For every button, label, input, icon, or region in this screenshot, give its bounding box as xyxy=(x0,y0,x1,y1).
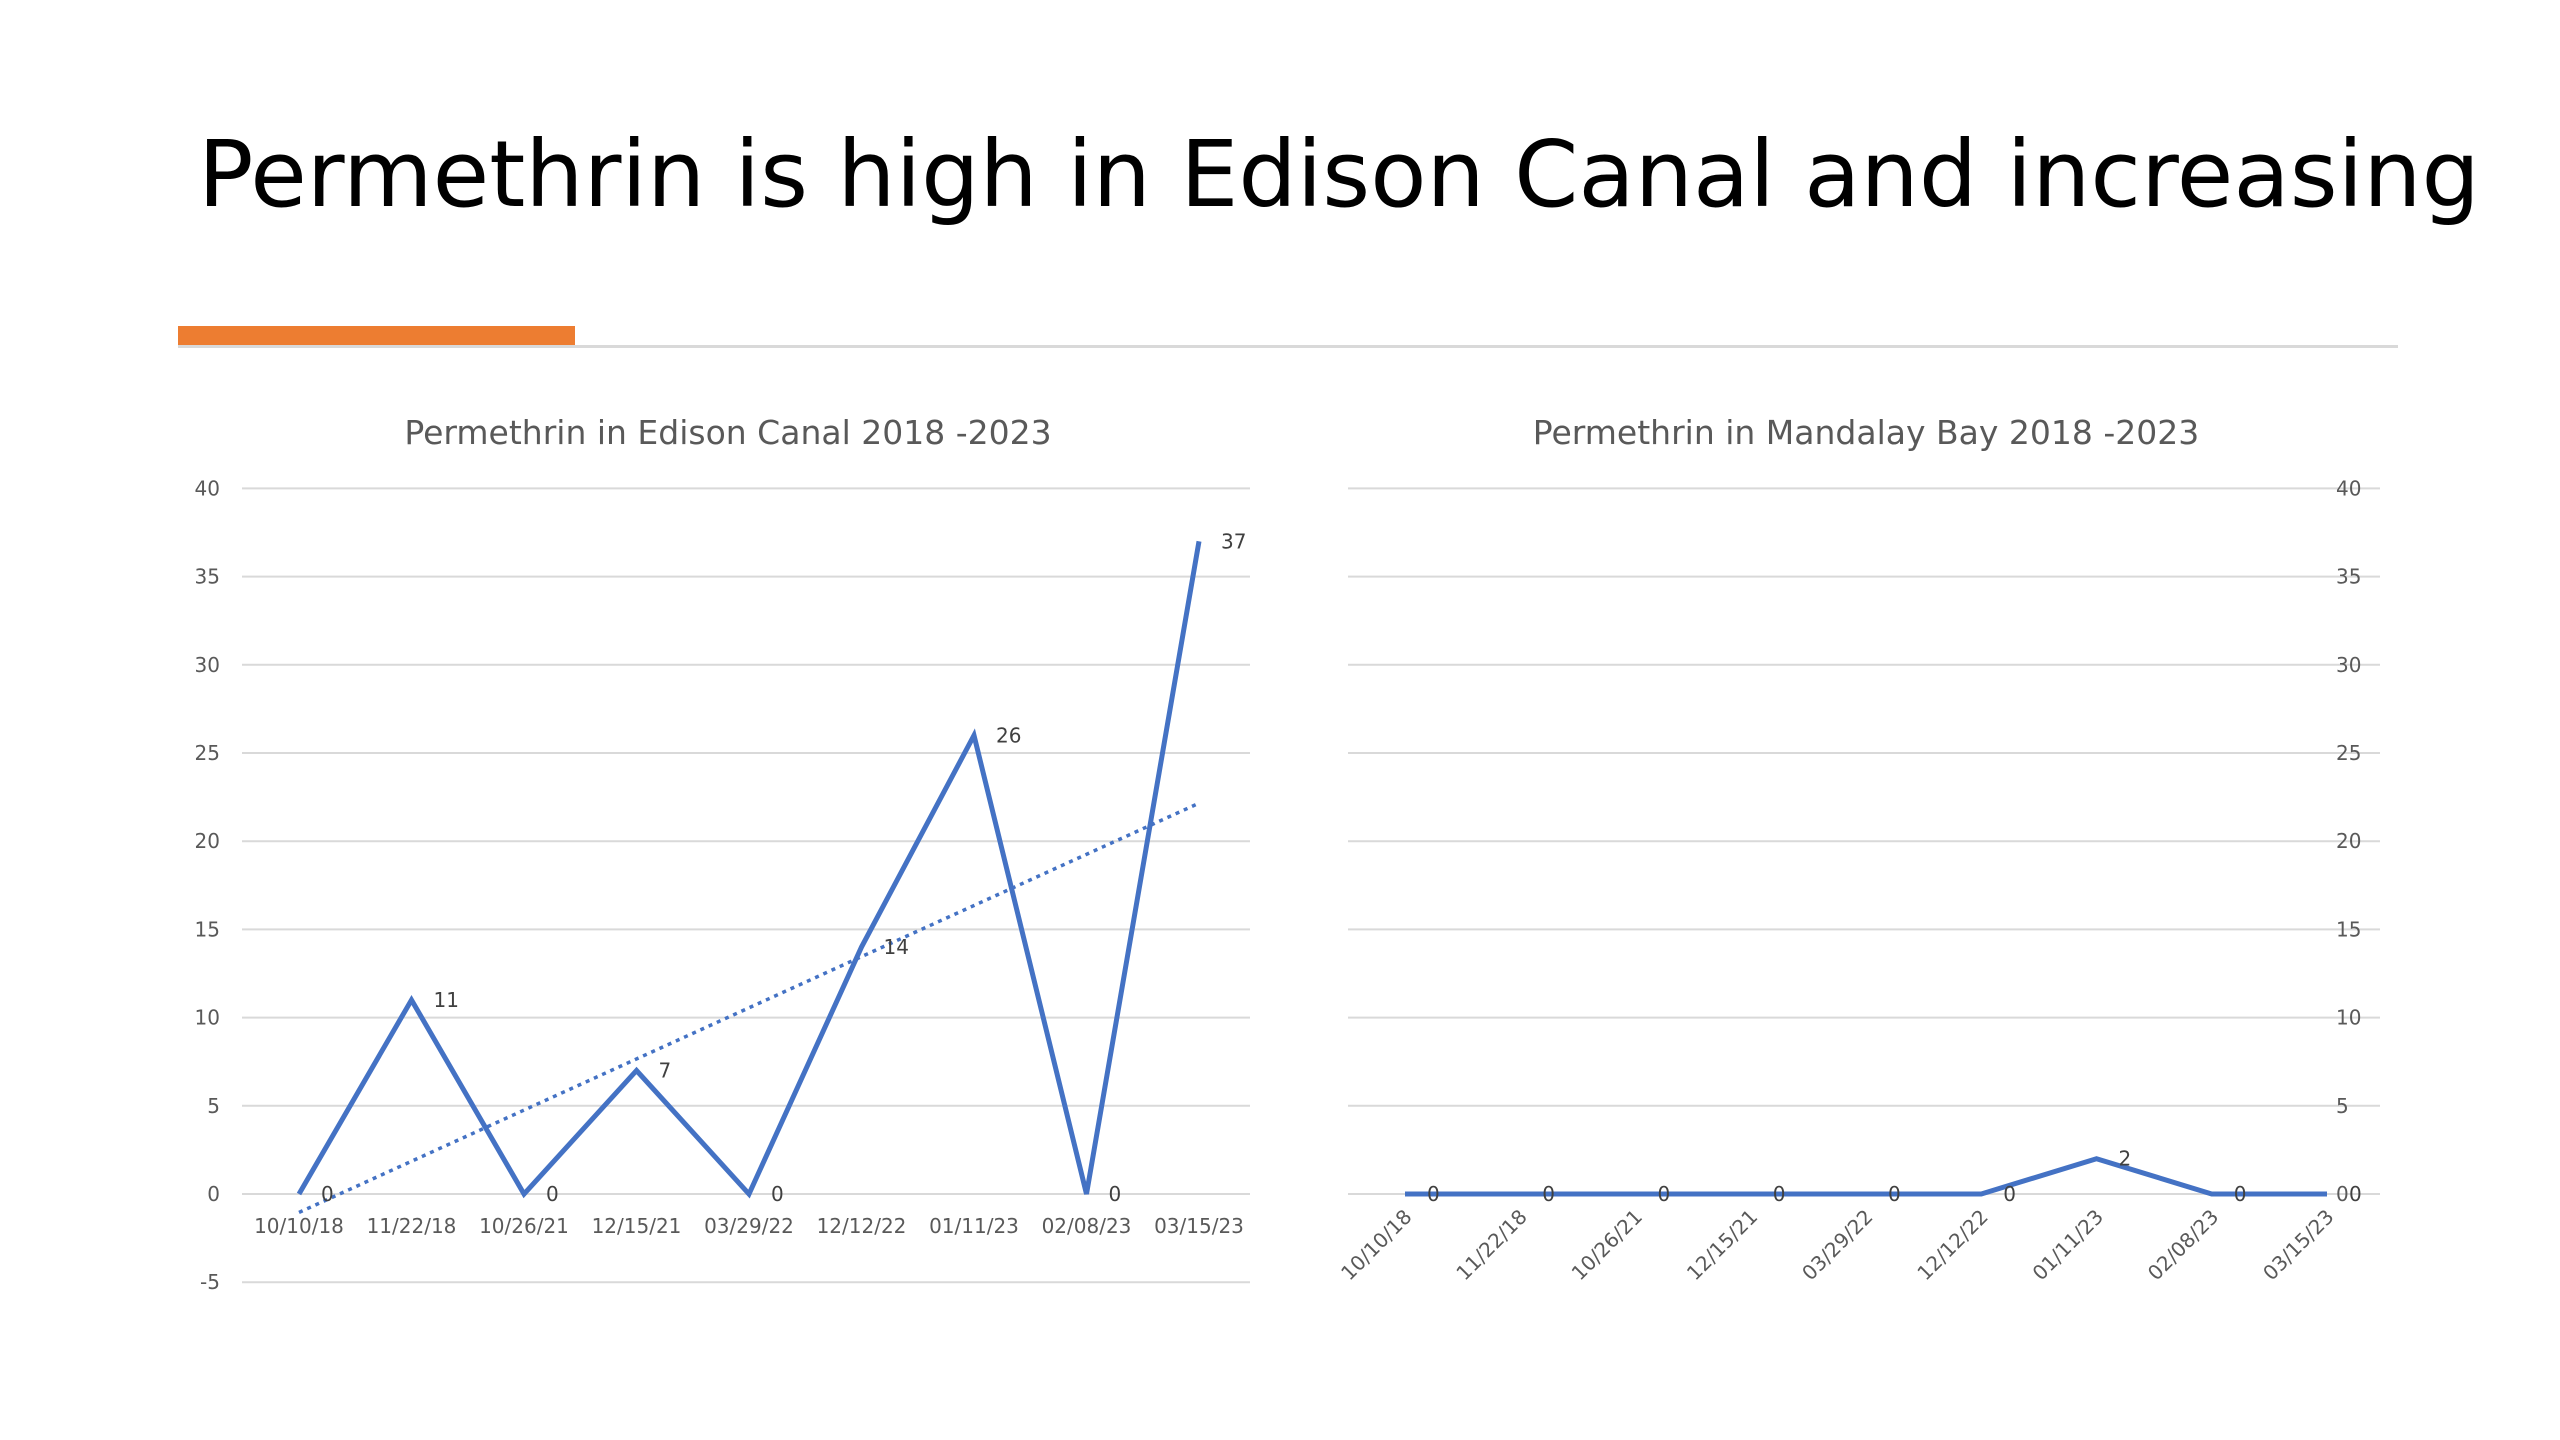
mandalay-chart-title: Permethrin in Mandalay Bay 2018 -2023 xyxy=(1533,413,2199,452)
mandalay-y-tick-label: 10 xyxy=(2336,1006,2361,1030)
edison-x-tick-label: 03/29/22 xyxy=(704,1214,794,1238)
mandalay-y-tick-label: 15 xyxy=(2336,917,2361,941)
mandalay-x-tick-label: 12/12/22 xyxy=(1912,1205,1992,1285)
edison-y-tick-label: 25 xyxy=(195,741,220,765)
edison-data-label: 0 xyxy=(771,1182,784,1206)
mandalay-data-label: 0 xyxy=(1658,1182,1671,1206)
mandalay-series-line xyxy=(1405,1156,2327,1197)
edison-x-tick-label: 01/11/23 xyxy=(929,1214,1019,1238)
edison-trendline xyxy=(298,801,1200,1215)
mandalay-y-tick-label: 25 xyxy=(2336,741,2361,765)
edison-data-label: 0 xyxy=(1109,1182,1122,1206)
mandalay-data-label: 0 xyxy=(2234,1182,2247,1206)
edison-data-label: 14 xyxy=(884,935,909,959)
mandalay-x-tick-label: 02/08/23 xyxy=(2143,1205,2223,1285)
mandalay-y-tick-label: 20 xyxy=(2336,829,2361,853)
edison-x-tick-label: 10/10/18 xyxy=(254,1214,344,1238)
edison-chart-title: Permethrin in Edison Canal 2018 -2023 xyxy=(404,413,1051,452)
edison-data-label: 11 xyxy=(434,988,459,1012)
mandalay-y-tick-label: 35 xyxy=(2336,565,2361,589)
slide-title: Permethrin is high in Edison Canal and i… xyxy=(198,121,2480,228)
edison-x-tick-label: 02/08/23 xyxy=(1042,1214,1132,1238)
mandalay-y-tick-label: 40 xyxy=(2336,476,2361,500)
mandalay-x-tick-label: 12/15/21 xyxy=(1682,1205,1762,1285)
mandalay-x-tick-label: 11/22/18 xyxy=(1451,1205,1531,1285)
mandalay-x-tick-label: 03/29/22 xyxy=(1797,1205,1877,1285)
mandalay-y-tick-label: 5 xyxy=(2336,1094,2349,1118)
edison-x-tick-label: 10/26/21 xyxy=(479,1214,569,1238)
edison-data-label: 0 xyxy=(546,1182,559,1206)
mandalay-x-tick-label: 01/11/23 xyxy=(2028,1205,2108,1285)
edison-x-tick-label: 12/12/22 xyxy=(817,1214,907,1238)
edison-data-label: 0 xyxy=(321,1182,334,1206)
mandalay-y-tick-label: 30 xyxy=(2336,653,2361,677)
edison-y-tick-label: 0 xyxy=(207,1182,220,1206)
mandalay-data-label: 2 xyxy=(2119,1147,2132,1171)
mandalay-data-label: 0 xyxy=(1427,1182,1440,1206)
edison-x-tick-label: 11/22/18 xyxy=(367,1214,457,1238)
edison-y-tick-label: 20 xyxy=(195,829,220,853)
edison-y-tick-label: 30 xyxy=(195,653,220,677)
mandalay-data-label: 0 xyxy=(1773,1182,1786,1206)
mandalay-x-tick-label: 10/10/18 xyxy=(1336,1205,1416,1285)
title-accent-bar xyxy=(178,326,575,348)
mandalay-data-label: 0 xyxy=(1888,1182,1901,1206)
edison-series-line xyxy=(296,540,1202,1199)
mandalay-data-label: 0 xyxy=(2349,1182,2362,1206)
title-divider xyxy=(178,345,2398,348)
edison-x-tick-label: 03/15/23 xyxy=(1154,1214,1244,1238)
edison-y-tick-label: 10 xyxy=(195,1006,220,1030)
mandalay-y-tick-label: 0 xyxy=(2336,1182,2349,1206)
edison-y-tick-label: 40 xyxy=(195,476,220,500)
mandalay-data-label: 0 xyxy=(1542,1182,1555,1206)
edison-x-tick-label: 12/15/21 xyxy=(592,1214,682,1238)
mandalay-x-tick-label: 10/26/21 xyxy=(1567,1205,1647,1285)
edison-y-tick-label: -5 xyxy=(200,1270,220,1294)
edison-data-label: 26 xyxy=(996,723,1021,747)
edison-y-tick-label: 35 xyxy=(195,565,220,589)
edison-y-tick-label: 5 xyxy=(207,1094,220,1118)
mandalay-x-tick-label: 03/15/23 xyxy=(2258,1205,2338,1285)
edison-y-tick-label: 15 xyxy=(195,917,220,941)
mandalay-data-label: 0 xyxy=(2003,1182,2016,1206)
edison-data-label: 37 xyxy=(1221,529,1246,553)
edison-data-label: 7 xyxy=(659,1059,672,1083)
